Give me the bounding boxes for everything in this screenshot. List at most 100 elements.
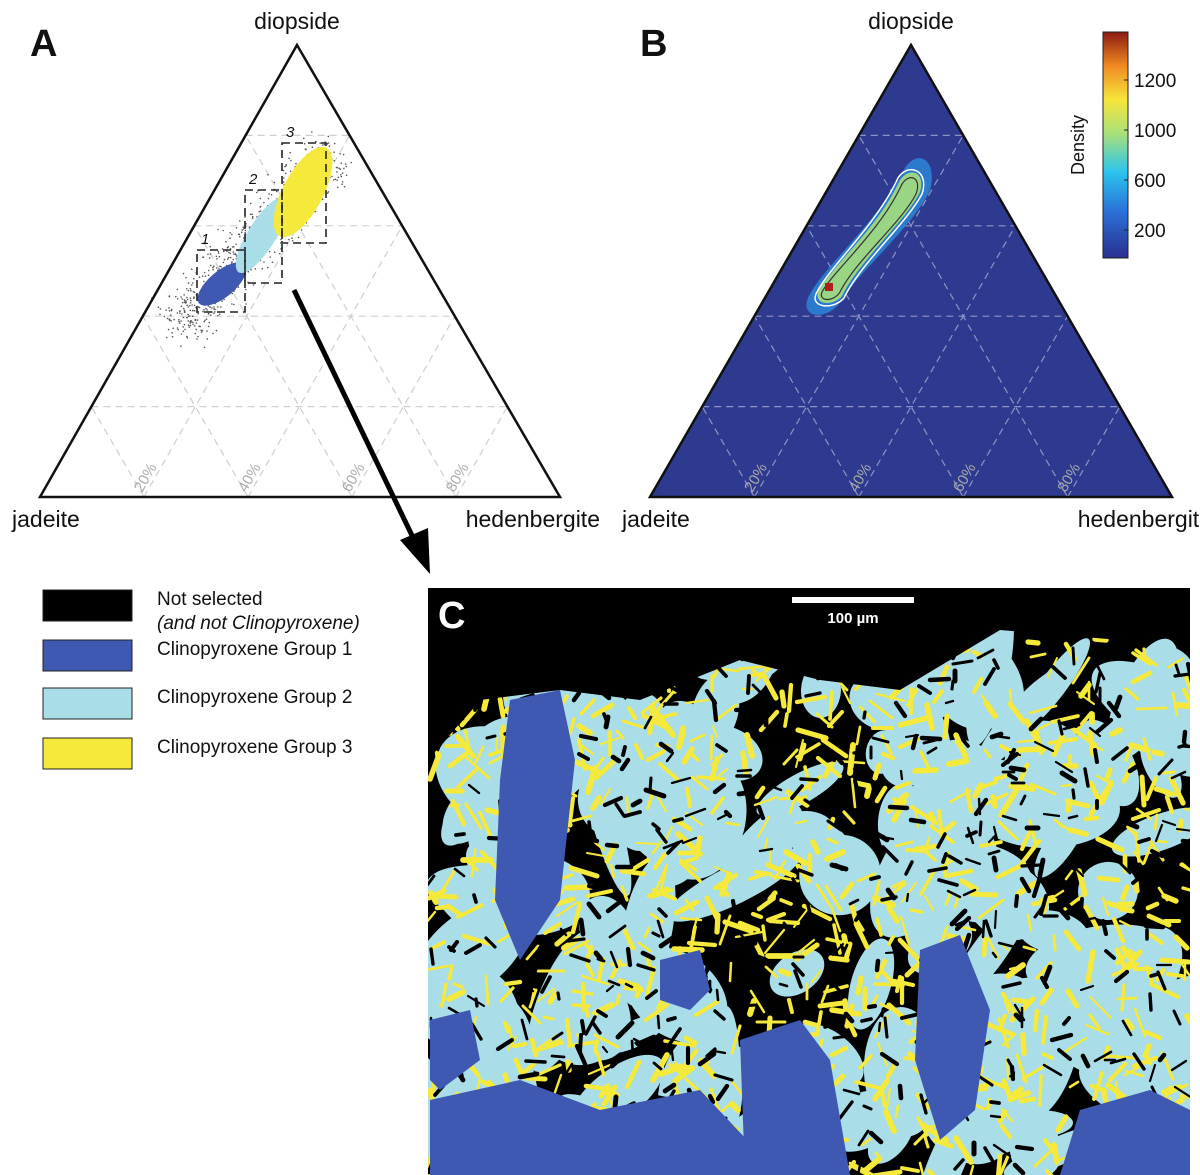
group3-lamella (1118, 919, 1132, 928)
group3-lamella (1120, 945, 1133, 960)
group3-lamella (583, 1083, 617, 1093)
matrix-gap (897, 1083, 904, 1101)
group3-lamella (428, 939, 447, 952)
group3-lamella (621, 719, 644, 729)
matrix-gap (941, 852, 948, 864)
legend-swatch (42, 589, 133, 622)
scatter-dot (200, 329, 202, 332)
group3-lamella (855, 975, 864, 996)
scatter-dot (216, 267, 218, 269)
matrix-gap (605, 898, 624, 914)
matrix-gap (922, 738, 938, 745)
scatter-dot (197, 306, 200, 308)
scatter-dot (191, 284, 193, 286)
scatter-dot (222, 261, 225, 264)
group3-lamella (440, 868, 457, 893)
scatter-dot (170, 314, 172, 316)
matrix-gap (950, 679, 955, 691)
group3-lamella (839, 881, 855, 900)
scatter-dot (203, 271, 206, 274)
group3-lamella (868, 699, 894, 720)
group3-lamella (760, 671, 779, 701)
scatter-dot (206, 330, 208, 332)
matrix-gap (607, 979, 621, 987)
matrix-gap (899, 769, 904, 781)
ternary-outline (647, 42, 1175, 499)
group3-lamella (637, 941, 652, 953)
scatter-dot (209, 253, 212, 255)
scatter-dot (157, 306, 160, 309)
grid-line (701, 406, 755, 498)
group3-lamella (860, 1137, 872, 1147)
scatter-dot (200, 331, 203, 333)
scatter-dot (231, 292, 234, 295)
group3-lamella (1114, 947, 1127, 969)
matrix-gap (874, 958, 881, 973)
group3-lamella (1033, 1146, 1056, 1168)
matrix-gap (715, 988, 720, 1002)
scatter-dot (227, 256, 230, 259)
scatter-dot (328, 145, 331, 147)
group3-lamella (1142, 647, 1147, 660)
group3-lamella (447, 964, 454, 981)
group3-lamella (875, 917, 883, 937)
group3-lamella (899, 915, 911, 946)
scatter-dot (187, 320, 190, 322)
scatter-dot (259, 197, 262, 200)
matrix-gap (815, 920, 822, 931)
group3-lamella (1095, 836, 1125, 853)
group3-lamella (843, 941, 853, 962)
matrix-gap (1057, 719, 1064, 736)
group3-lamella (571, 1003, 591, 1008)
group3-lamella (1050, 714, 1080, 724)
scatter-dot (185, 276, 187, 279)
vertex-label: diopside (868, 8, 954, 34)
scatter-dot (207, 269, 210, 272)
scatter-dot (267, 266, 269, 269)
matrix-gap (655, 828, 668, 844)
scatter-dot (168, 295, 171, 297)
matrix-gap (658, 741, 674, 754)
group3-lamella (909, 908, 924, 914)
group3-lamella (944, 890, 953, 906)
group3-lamella (585, 888, 614, 899)
group3-lamella (871, 994, 879, 1006)
scatter-dot (203, 320, 205, 323)
group3-lamella (1063, 929, 1082, 952)
colorbar-tick-label: 1200 (1134, 71, 1176, 92)
scatter-dot (226, 258, 229, 260)
scatter-dot (288, 157, 290, 160)
matrix-gap (976, 648, 995, 660)
group3-lamella (587, 1063, 612, 1076)
scatter-dot (205, 307, 207, 310)
scatter-dot (197, 335, 199, 338)
density-peak (825, 283, 833, 291)
matrix-gap (672, 817, 684, 823)
matrix-gap (603, 714, 611, 730)
group3-lamella (815, 883, 831, 906)
scatter-dot (210, 314, 212, 317)
matrix-gap (981, 919, 986, 939)
group3-lamella (932, 1137, 954, 1149)
scatter-dot (340, 162, 343, 164)
matrix-gap (470, 1022, 483, 1041)
group3-lamella (794, 819, 808, 825)
scatter-dot (184, 328, 186, 331)
scatter-dot (180, 333, 183, 335)
matrix-gap (832, 1034, 851, 1040)
group3-lamella (1101, 896, 1110, 917)
group3-lamella (513, 1057, 524, 1075)
scatter-dot (263, 261, 265, 263)
scatter-dot (180, 320, 182, 322)
group3-lamella (749, 989, 766, 1014)
group3-lamella (778, 796, 792, 801)
scatter-dot (192, 282, 194, 284)
group3-lamella (1145, 901, 1160, 911)
matrix-gap (973, 797, 989, 817)
group3-lamella (737, 664, 769, 671)
matrix-gap (1106, 700, 1122, 719)
scatter-dot (231, 233, 233, 236)
group3-lamella (1071, 656, 1091, 685)
matrix-gap (604, 842, 620, 849)
matrix-gap (1028, 716, 1044, 732)
